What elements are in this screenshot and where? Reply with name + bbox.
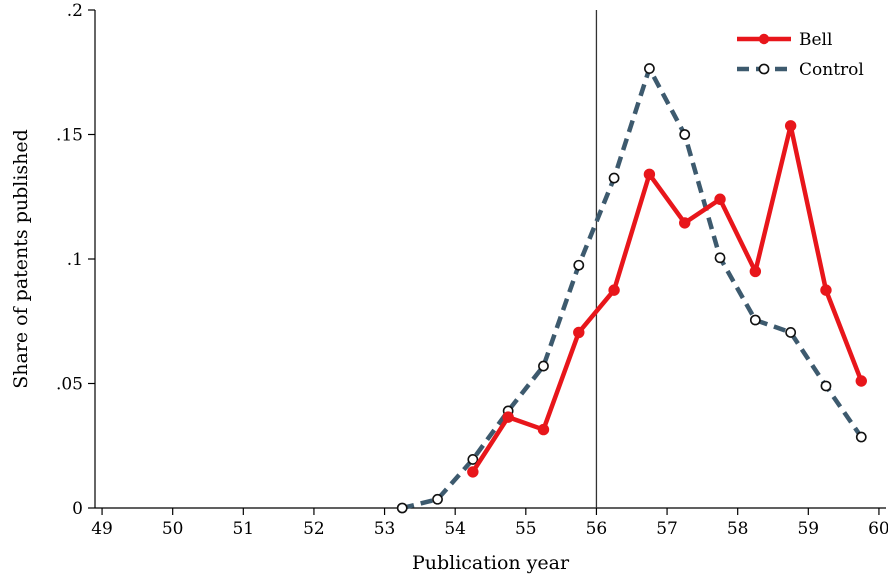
series-line-bell — [470, 123, 864, 474]
data-point-bell — [784, 120, 797, 132]
data-point-control — [608, 172, 620, 184]
x-tick-label: 58 — [727, 519, 749, 539]
data-point-control — [538, 360, 549, 372]
data-point-control — [467, 454, 479, 465]
data-point-bell — [608, 284, 620, 296]
data-point-bell — [820, 284, 832, 296]
data-point-control — [396, 502, 408, 514]
data-point-control — [644, 63, 655, 74]
y-axis-title: Share of patents published — [10, 129, 32, 389]
y-tick-label: .2 — [67, 1, 83, 21]
x-tick-label: 55 — [515, 519, 537, 539]
data-point-bell — [467, 466, 479, 478]
x-tick-label: 52 — [303, 519, 325, 539]
data-point-bell — [537, 423, 550, 436]
x-tick-label: 50 — [162, 519, 184, 539]
data-point-control — [785, 327, 797, 338]
legend-marker-bell — [758, 33, 770, 45]
data-point-bell — [855, 375, 867, 387]
data-point-control — [573, 259, 585, 271]
data-point-bell — [573, 326, 585, 339]
y-tick-label: 0 — [72, 499, 83, 519]
legend-label-control: Control — [799, 60, 864, 80]
plot-area: 0 .05 .1 .15 .2 49 50 51 52 53 54 55 56 57 58 59 60 Bell C… — [56, 1, 888, 539]
x-tick-label: 49 — [91, 519, 113, 539]
x-tick-label: 53 — [374, 519, 396, 539]
data-point-control — [855, 431, 867, 443]
x-tick-label: 54 — [444, 519, 466, 539]
legend-marker-control — [758, 63, 770, 75]
data-point-bell — [502, 411, 514, 423]
data-point-control — [749, 314, 761, 326]
x-tick-label: 60 — [868, 519, 888, 539]
y-tick-label: .1 — [67, 250, 83, 270]
data-point-control — [820, 380, 832, 392]
x-tick-label: 51 — [232, 519, 254, 539]
legend-label-bell: Bell — [799, 30, 832, 50]
data-point-bell — [749, 265, 762, 278]
x-tick-label: 59 — [797, 519, 819, 539]
data-point-control — [432, 493, 443, 505]
y-tick-label: .05 — [56, 375, 83, 395]
data-point-bell — [679, 217, 691, 229]
data-point-control — [714, 252, 726, 264]
data-point-control — [679, 129, 691, 140]
x-axis-title: Publication year — [412, 552, 570, 574]
x-tick-label: 56 — [586, 519, 608, 539]
series-line-control — [401, 66, 864, 511]
y-tick-label: .15 — [56, 126, 83, 146]
data-point-bell — [643, 168, 656, 181]
data-point-bell — [714, 193, 726, 205]
x-tick-label: 57 — [656, 519, 678, 539]
legend: Bell Control — [737, 30, 864, 80]
